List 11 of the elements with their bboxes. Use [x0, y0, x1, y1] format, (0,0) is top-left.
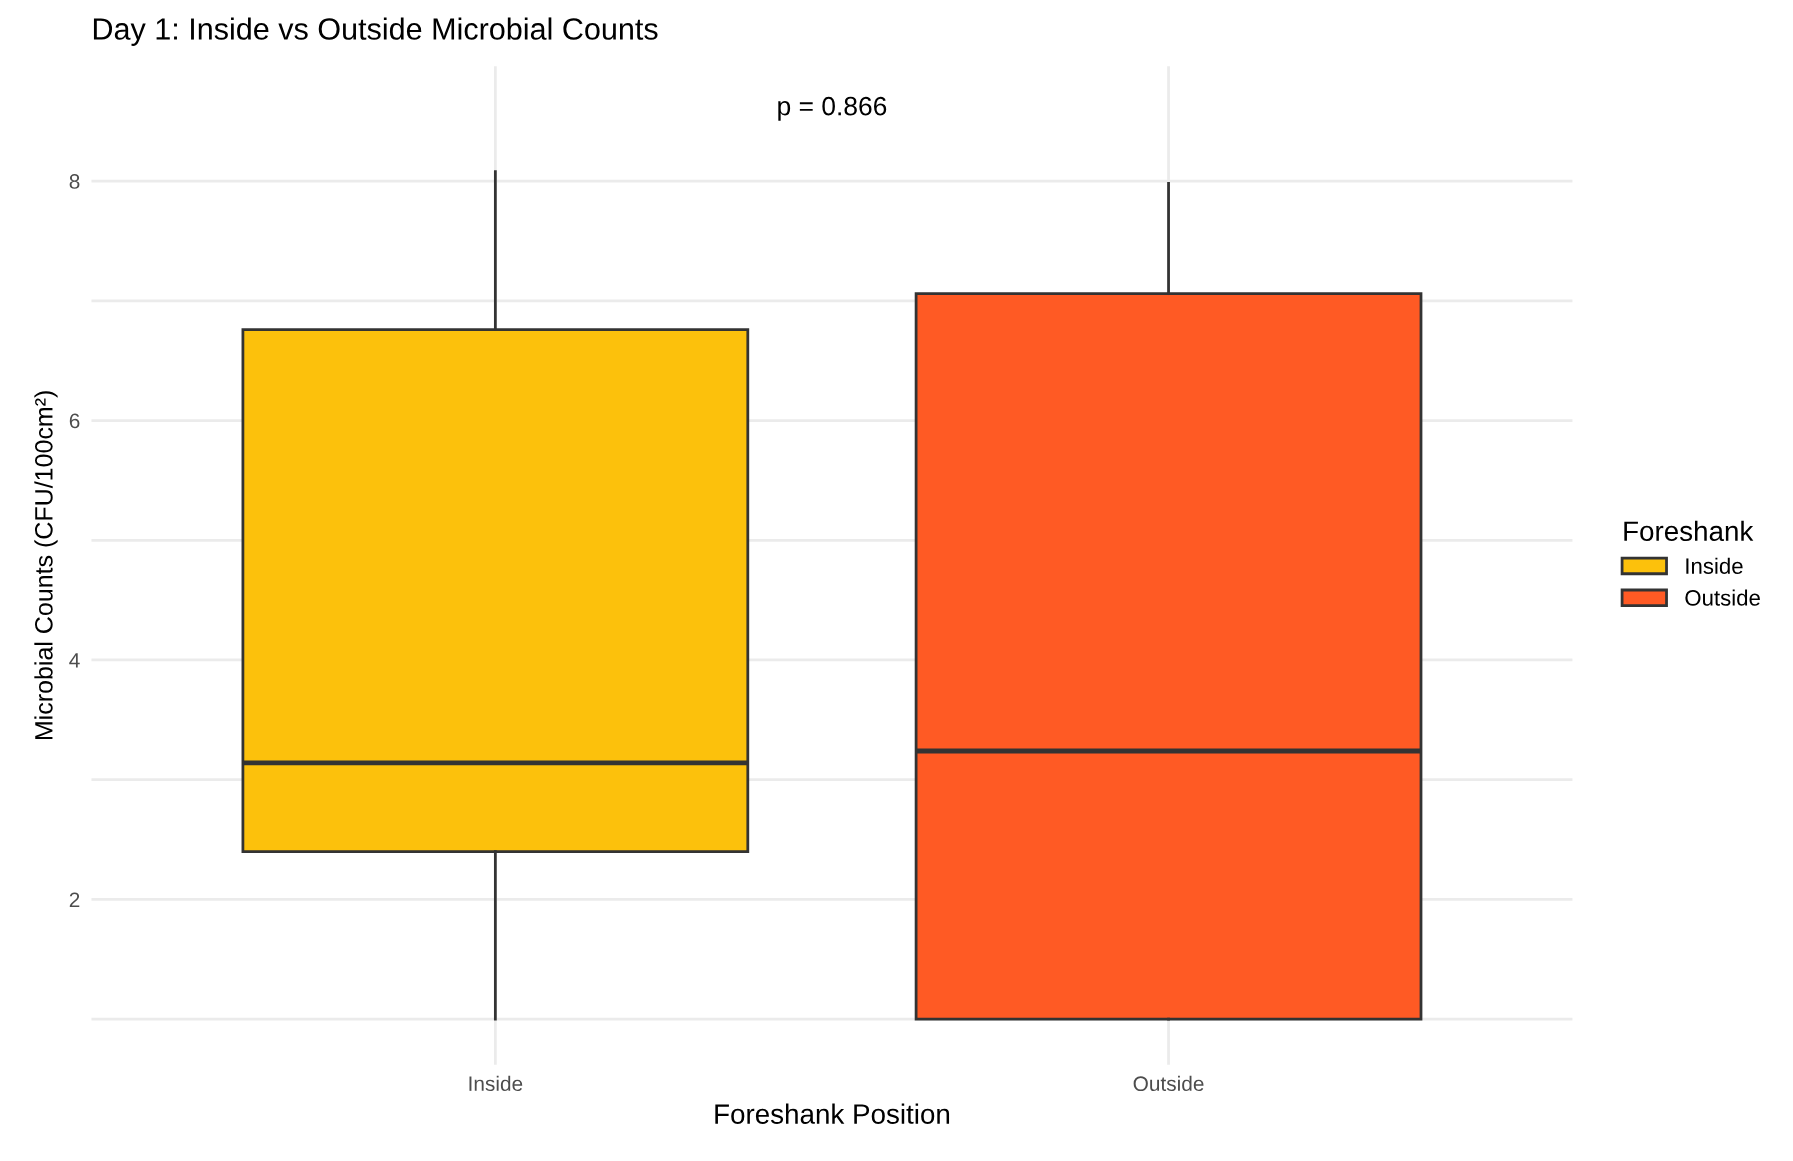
y-tick-label: 8 [69, 174, 80, 189]
annotation: p = 0.866 [778, 96, 887, 121]
y-tick-label: 6 [69, 413, 80, 429]
y-tick-label: 4 [69, 653, 80, 668]
legend-label: Inside [1686, 557, 1743, 574]
chart-title: Day 1: Inside vs Outside Microbial Counts [93, 17, 658, 46]
legend-title: Foreshank [1624, 520, 1754, 542]
y-tick-label: 2 [69, 892, 80, 907]
legend-label: Outside [1685, 589, 1760, 606]
x-axis-title: Foreshank Position [715, 1103, 950, 1124]
y-axis-title: Microbial Counts (CFU/100cm²) [34, 391, 58, 740]
